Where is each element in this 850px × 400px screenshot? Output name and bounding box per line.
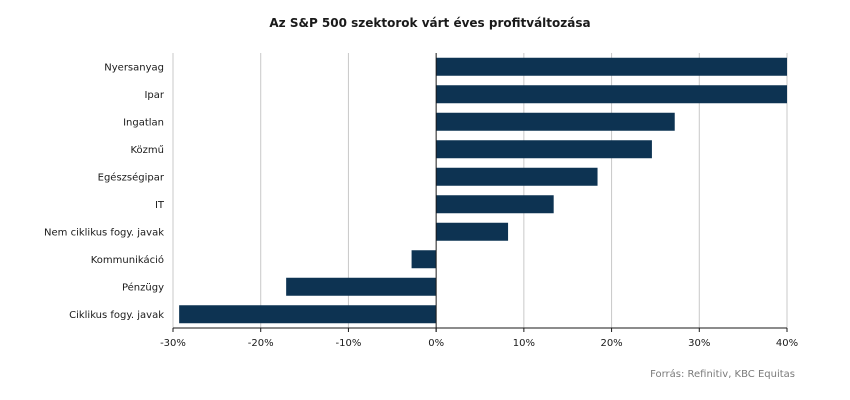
x-tick-label-3: 0% — [428, 338, 444, 349]
bar-0 — [436, 57, 787, 76]
x-tick-label-5: 20% — [600, 338, 622, 349]
x-tick-label-1: -20% — [248, 338, 274, 349]
x-tick-label-0: -30% — [160, 338, 186, 349]
category-label-1: Ipar — [144, 90, 164, 101]
bar-8 — [286, 277, 437, 296]
category-label-5: IT — [155, 200, 165, 211]
category-label-9: Ciklikus fogy. javak — [69, 310, 164, 321]
bar-1 — [436, 85, 787, 104]
category-label-4: Egészségipar — [98, 171, 165, 183]
source-note: Forrás: Refinitiv, KBC Equitas — [650, 368, 795, 380]
bar-3 — [436, 140, 652, 159]
axes — [172, 53, 788, 332]
x-tick-label-2: -10% — [336, 338, 362, 349]
bar-4 — [436, 167, 598, 186]
bar-9 — [179, 305, 437, 324]
category-label-3: Közmű — [130, 144, 164, 156]
bar-2 — [436, 112, 675, 131]
category-label-0: Nyersanyag — [104, 62, 164, 73]
x-tick-label-6: 30% — [688, 338, 710, 349]
category-label-8: Pénzügy — [122, 281, 164, 293]
bar-6 — [436, 222, 509, 241]
chart-title: Az S&P 500 szektorok várt éves profitvál… — [269, 16, 590, 30]
x-tick-labels: -30% -20% -10% 0% 10% 20% 30% 40% — [160, 338, 798, 349]
x-tick-label-4: 10% — [513, 338, 535, 349]
bar-7 — [411, 250, 437, 269]
category-label-7: Kommunikáció — [91, 254, 164, 266]
category-label-6: Nem ciklikus fogy. javak — [44, 227, 164, 238]
bar-5 — [436, 195, 554, 214]
x-tick-label-7: 40% — [776, 338, 798, 349]
category-labels: Nyersanyag Ipar Ingatlan Közmű Egészségipar I… — [44, 62, 165, 321]
bars — [179, 57, 787, 324]
category-label-2: Ingatlan — [123, 117, 164, 128]
